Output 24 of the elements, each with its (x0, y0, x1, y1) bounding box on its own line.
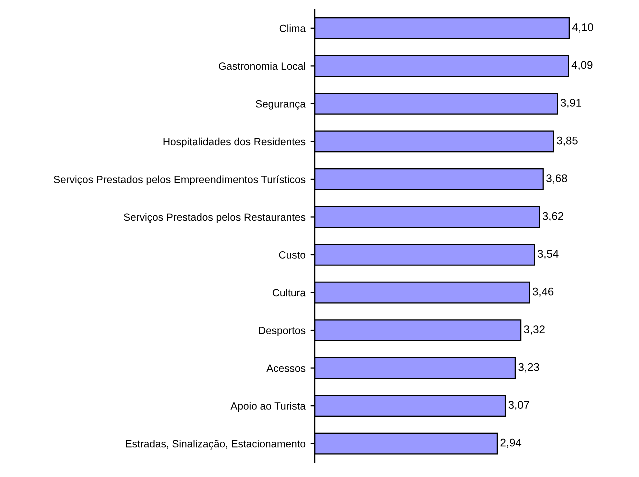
data-label: 3,46 (532, 288, 554, 298)
y-tick-label: Clima (280, 24, 306, 32)
data-label: 3,23 (518, 363, 540, 373)
data-label: 4,09 (572, 61, 593, 70)
y-tick-label: Desportos (259, 327, 306, 336)
y-tick-label: Hospitalidades dos Residentes (164, 138, 306, 148)
y-tick-label: Gastronomia Local (219, 62, 306, 70)
data-label: 3,68 (546, 174, 568, 184)
y-tick-label: Serviços Prestados pelos Restaurantes (124, 213, 306, 224)
data-label: 3,62 (542, 212, 564, 222)
y-tick-label: Acessos (266, 364, 306, 372)
y-tick-label: Serviços Prestados pelos Empreendimentos Turísticos (54, 176, 306, 186)
data-label: 3,54 (538, 250, 559, 260)
y-tick-label: Apoio ao Turista (230, 402, 306, 412)
data-label: 3,91 (560, 99, 582, 108)
data-label: 2,94 (500, 438, 522, 448)
data-label: 3,32 (524, 326, 545, 335)
y-tick-label: Custo (279, 251, 306, 259)
y-tick-label: Segurança (256, 100, 306, 110)
y-tick-label: Estradas, Sinalização, Estacionamento (126, 440, 306, 450)
data-label: 3,07 (508, 401, 530, 410)
data-label: 4,10 (572, 24, 594, 33)
data-label: 3,85 (557, 136, 578, 146)
y-tick-label: Cultura (272, 288, 306, 297)
